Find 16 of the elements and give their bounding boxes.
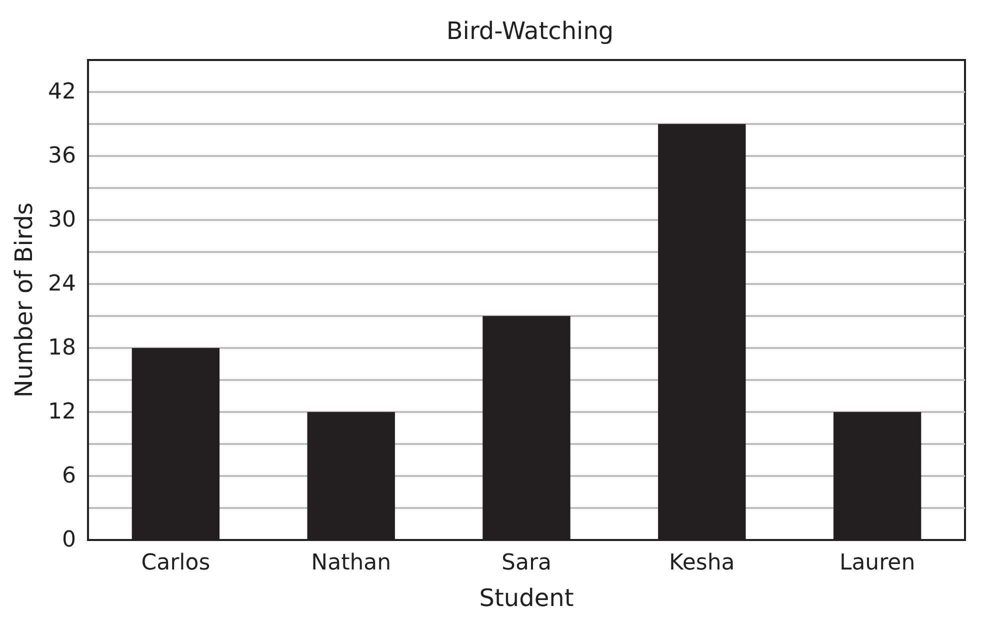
x-axis-title: Student xyxy=(479,584,574,612)
y-tick-label: 12 xyxy=(48,400,76,424)
chart-title: Bird-Watching xyxy=(446,17,614,45)
x-tick-label: Kesha xyxy=(669,550,735,576)
y-tick-label: 42 xyxy=(48,80,76,104)
y-tick-label: 6 xyxy=(62,464,76,488)
x-tick-label: Nathan xyxy=(311,550,392,576)
y-tick-label: 30 xyxy=(48,208,76,232)
x-tick-label: Carlos xyxy=(141,550,210,576)
y-axis-title: Number of Birds xyxy=(10,202,38,398)
y-tick-label: 36 xyxy=(48,144,76,168)
x-tick-label: Sara xyxy=(502,550,552,576)
y-tick-label: 24 xyxy=(48,272,76,296)
y-tick-label: 18 xyxy=(48,336,76,360)
y-tick-label: 0 xyxy=(62,528,76,552)
x-tick-label: Lauren xyxy=(839,550,916,576)
